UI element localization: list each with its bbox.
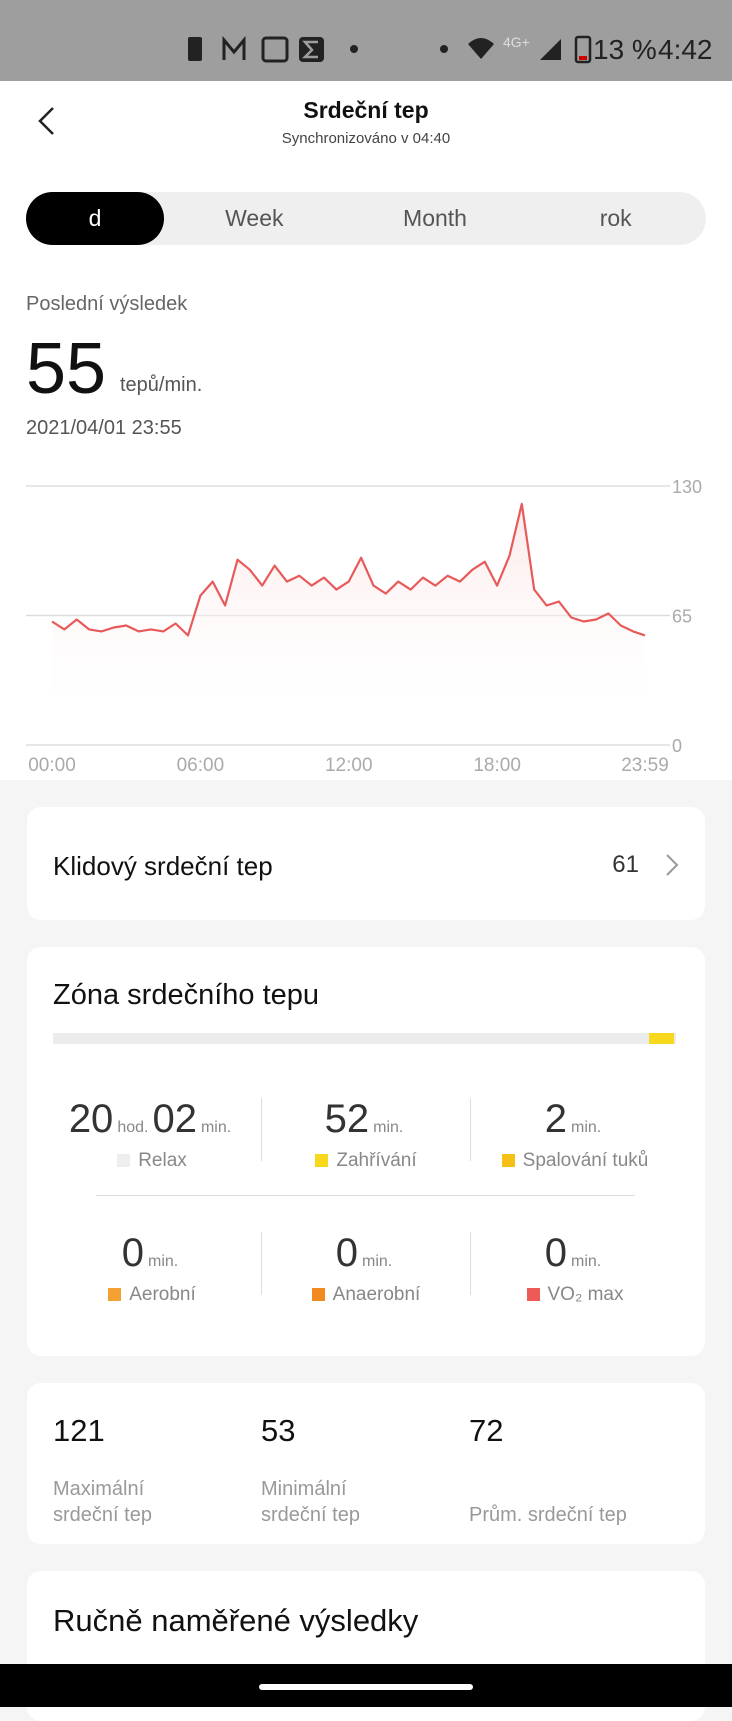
zone-unit: min. (571, 1253, 602, 1270)
zone-item: 20 hod. 02 min. Relax (52, 1097, 252, 1172)
status-bar: 4G+ 13 % 4:42 (0, 0, 732, 81)
stat-value: 121 (53, 1413, 105, 1448)
tab[interactable]: d (26, 192, 164, 245)
zone-value: 20 hod. 02 min. (52, 1097, 252, 1142)
tab[interactable]: Week (225, 205, 284, 231)
y-tick-label: 65 (672, 607, 692, 627)
x-tick-label: 23:59 (621, 755, 669, 776)
zone-swatch (117, 1154, 131, 1167)
zone-label-row: Relax (52, 1150, 252, 1172)
zone-swatch (108, 1288, 122, 1301)
resting-card[interactable]: Klidový srdeční tep 61 (27, 807, 705, 920)
zone-item: 52 min. Zahřívání (266, 1097, 466, 1172)
battery-level: 13 % (593, 34, 657, 65)
zone-value: 0 min. (266, 1231, 466, 1276)
zones-card: Zóna srdečního tepu 20 hod. 02 min. Relax 52 m… (27, 947, 705, 1356)
zone-item: 0 min. Aerobní (52, 1231, 252, 1306)
zone-number: 20 (68, 1097, 114, 1141)
zone-swatch (501, 1154, 515, 1167)
zones-title: Zóna srdečního tepu (53, 979, 320, 1011)
heart-rate-chart: 0 65 130 00:00 06:00 12:00 18:00 23:59 (26, 477, 702, 776)
network-type: 4G+ (503, 34, 530, 50)
zone-swatch (311, 1288, 325, 1301)
zone-item: 0 min. Anaerobní (266, 1231, 466, 1306)
zone-value: 0 min. (52, 1231, 252, 1276)
zone-label: Anaerobní (332, 1284, 421, 1305)
resting-label: Klidový srdeční tep (53, 851, 273, 881)
zone-unit: hod. (117, 1119, 149, 1136)
zone-number: 0 (544, 1231, 567, 1275)
zone-label: VO₂ max (547, 1284, 624, 1305)
latest-unit: tepů/min. (120, 374, 203, 396)
zone-unit: min. (148, 1253, 179, 1270)
x-tick-label: 00:00 (28, 755, 76, 776)
divider (96, 1195, 635, 1196)
page-title: Srdeční tep (303, 97, 429, 123)
clock: 4:42 (658, 34, 713, 65)
chevron (666, 854, 679, 876)
zone-number: 02 (152, 1097, 197, 1141)
zone-unit: min. (373, 1119, 404, 1136)
stat: 72 Prům. srdeční tep (469, 1413, 669, 1528)
latest-value: 55 (26, 329, 107, 409)
zone-label: Relax (138, 1150, 187, 1171)
zone-label: Spalování tuků (522, 1150, 649, 1171)
resting-value: 61 (612, 851, 639, 878)
zone-number: 52 (324, 1097, 370, 1141)
stats-card: 121 Maximální srdeční tep 53 Minimální srde… (27, 1383, 705, 1544)
stat-label: Prům. srdeční tep (469, 1504, 627, 1526)
zone-item: 0 min. VO₂ max (475, 1231, 675, 1306)
zone-label-row: Aerobní (52, 1284, 252, 1306)
stat: 53 Minimální srdeční tep (261, 1413, 381, 1528)
x-tick-label: 12:00 (325, 755, 373, 776)
zone-swatch (315, 1154, 329, 1167)
zone-value: 0 min. (475, 1231, 675, 1276)
zone-label-row: Spalování tuků (475, 1150, 675, 1172)
stat-value: 72 (469, 1413, 504, 1448)
line-area (52, 503, 645, 705)
zone-unit: min. (571, 1119, 602, 1136)
zone-swatch (526, 1288, 540, 1301)
period-tabs: d Week Month rok (26, 192, 706, 245)
x-tick-label: 18:00 (473, 755, 521, 776)
latest-label: Poslední výsledek (26, 293, 188, 315)
zone-bar (53, 1033, 676, 1044)
latest-date: 2021/04/01 23:55 (26, 417, 182, 439)
stat-value: 53 (261, 1413, 296, 1448)
zone-item: 2 min. Spalování tuků (475, 1097, 675, 1172)
separator (470, 1098, 471, 1161)
zone-number: 0 (121, 1231, 144, 1275)
manual-title: Ručně naměřené výsledky (53, 1603, 419, 1638)
y-tick-label: 130 (672, 477, 702, 497)
zone-label: Zahřívání (336, 1150, 417, 1171)
zone-value: 52 min. (266, 1097, 466, 1142)
tab[interactable]: Month (403, 205, 467, 231)
y-tick-label: 0 (672, 736, 682, 756)
x-tick-label: 06:00 (177, 755, 225, 776)
line (51, 502, 646, 637)
zone-number: 0 (335, 1231, 358, 1275)
status-icons (188, 35, 592, 64)
zone-number: 2 (544, 1097, 567, 1141)
zone-label-row: Zahřívání (266, 1150, 466, 1172)
sync-status: Synchronizováno v 04:40 (281, 130, 451, 147)
zone-unit: min. (200, 1119, 232, 1136)
tab[interactable]: rok (599, 205, 632, 231)
stat: 121 Maximální srdeční tep (53, 1413, 173, 1528)
zone-label: Aerobní (129, 1284, 196, 1305)
zone-bar-segment (649, 1033, 674, 1044)
stat-label: Maximální srdeční tep (53, 1478, 152, 1526)
zone-value: 2 min. (475, 1097, 675, 1142)
zone-label-row: Anaerobní (266, 1284, 466, 1306)
zone-label-row: VO₂ max (475, 1284, 675, 1306)
separator (470, 1232, 471, 1295)
separator (261, 1098, 262, 1161)
back-button[interactable] (36, 106, 58, 136)
home-handle[interactable] (259, 1684, 473, 1690)
zone-unit: min. (362, 1253, 393, 1270)
stat-label: Minimální srdeční tep (261, 1478, 360, 1526)
nav-bar (0, 1664, 732, 1707)
separator (261, 1232, 262, 1295)
